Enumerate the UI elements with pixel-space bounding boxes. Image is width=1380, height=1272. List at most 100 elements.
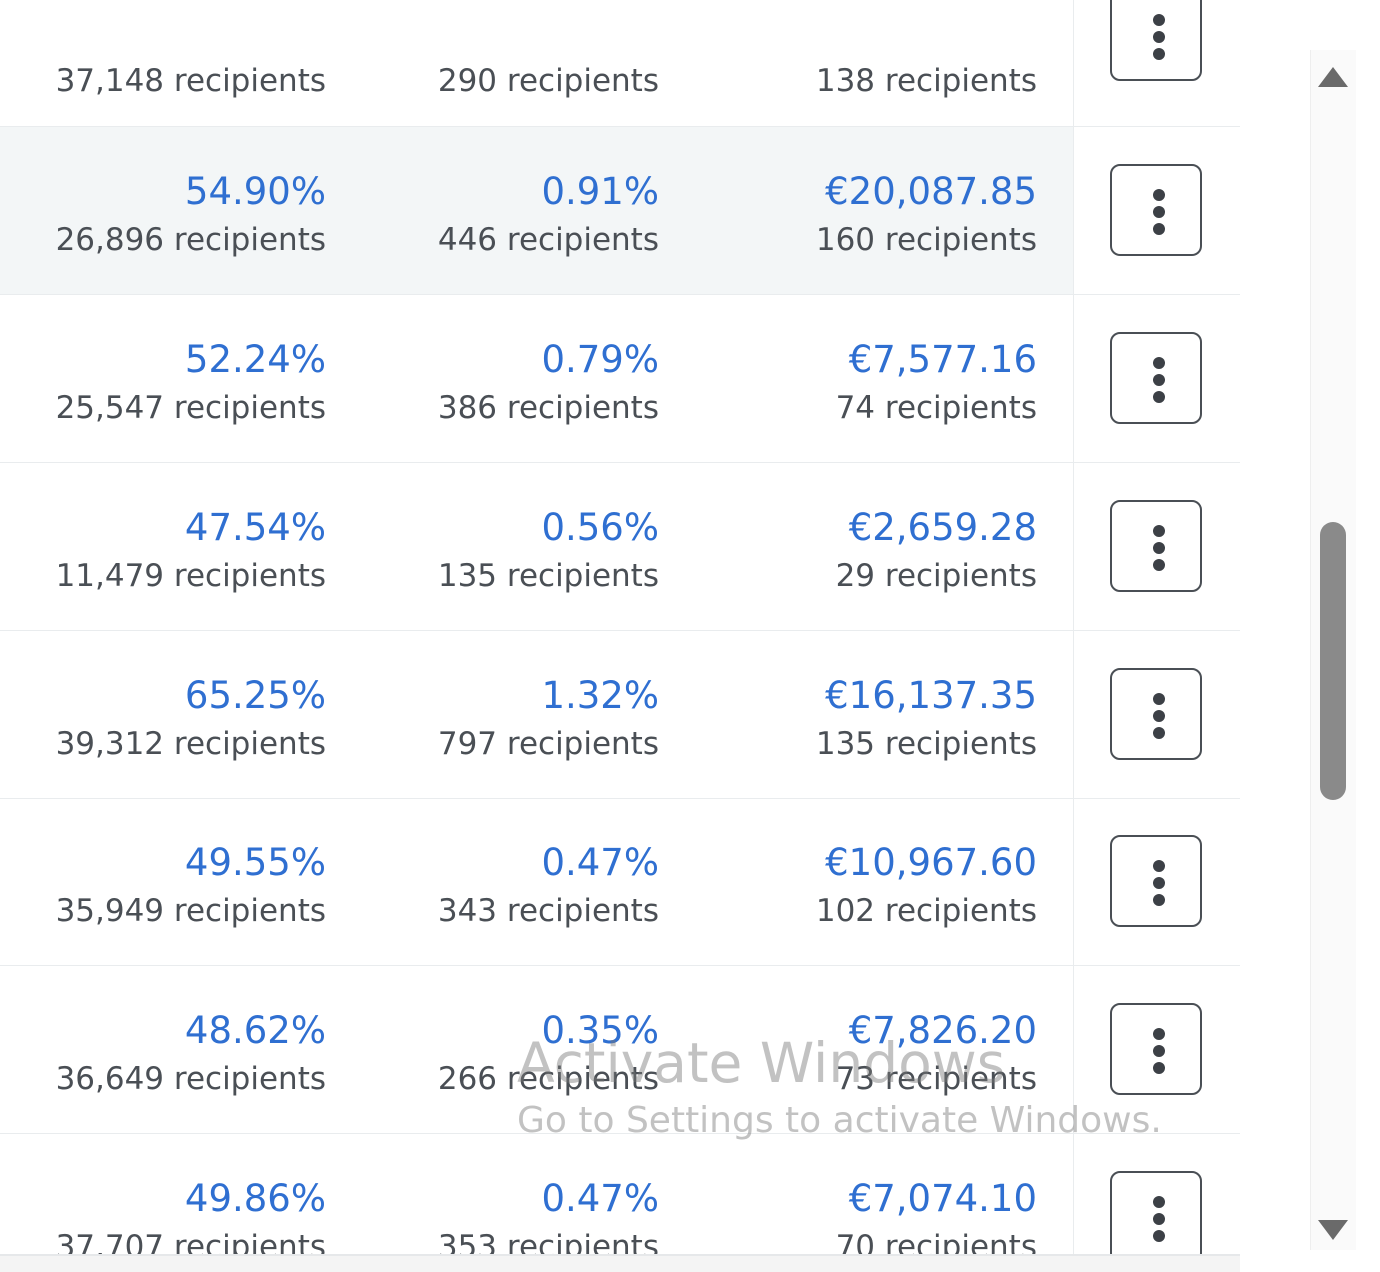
row-actions-button[interactable] xyxy=(1110,668,1202,760)
vertical-scrollbar-thumb[interactable] xyxy=(1320,522,1346,800)
table-row: 37,148 recipients 290 recipients 138 rec… xyxy=(0,0,1240,127)
table-row[interactable]: 54.90% 26,896 recipients 0.91% 446 recip… xyxy=(0,127,1240,295)
open-rate-cell: 54.90% 26,896 recipients xyxy=(55,170,326,259)
revenue-cell: €7,826.20 73 recipients xyxy=(835,1009,1037,1098)
clicked-recipients: 446 recipients xyxy=(437,222,659,258)
click-rate-cell: 0.47% 343 recipients xyxy=(437,841,659,930)
click-rate-cell: 1.32% 797 recipients xyxy=(437,674,659,763)
opened-recipients: 37,707 recipients xyxy=(55,1229,326,1254)
row-actions-button[interactable] xyxy=(1110,835,1202,927)
open-rate-link[interactable]: 54.90% xyxy=(184,170,326,213)
table-row: 48.62% 36,649 recipients 0.35% 266 recip… xyxy=(0,966,1240,1134)
click-rate-cell: 0.35% 266 recipients xyxy=(437,1009,659,1098)
open-rate-cell: 49.86% 37,707 recipients xyxy=(55,1177,326,1255)
click-rate-link[interactable]: 0.56% xyxy=(541,506,659,549)
scroll-up-arrow-icon[interactable] xyxy=(1318,67,1348,87)
table-row: 49.86% 37,707 recipients 0.47% 353 recip… xyxy=(0,1134,1240,1254)
row-actions-button[interactable] xyxy=(1110,1003,1202,1095)
revenue-cell: €10,967.60 102 recipients xyxy=(815,841,1037,930)
open-rate-link[interactable]: 48.62% xyxy=(184,1009,326,1052)
purchase-recipients: 102 recipients xyxy=(815,893,1037,929)
purchase-recipients: 29 recipients xyxy=(835,558,1037,594)
click-rate-cell: 0.79% 386 recipients xyxy=(437,338,659,427)
kebab-menu-icon xyxy=(1153,14,1165,60)
revenue-cell: €7,074.10 70 recipients xyxy=(835,1177,1037,1255)
click-rate-link[interactable]: 0.79% xyxy=(541,338,659,381)
opened-recipients: 25,547 recipients xyxy=(55,390,326,426)
kebab-menu-icon xyxy=(1153,1028,1165,1074)
table-row: 47.54% 11,479 recipients 0.56% 135 recip… xyxy=(0,463,1240,631)
click-rate-link[interactable]: 0.47% xyxy=(541,1177,659,1220)
campaign-stats-table: 37,148 recipients 290 recipients 138 rec… xyxy=(0,0,1240,1254)
revenue-link[interactable]: €10,967.60 xyxy=(825,841,1037,884)
kebab-menu-icon xyxy=(1153,525,1165,571)
purchase-recipients: 135 recipients xyxy=(815,726,1037,762)
revenue-cell: €20,087.85 160 recipients xyxy=(815,170,1037,259)
purchase-recipients: 70 recipients xyxy=(835,1229,1037,1254)
opened-recipients: 36,649 recipients xyxy=(55,1061,326,1097)
row-actions-button[interactable] xyxy=(1110,500,1202,592)
click-rate-link[interactable]: 1.32% xyxy=(541,674,659,717)
opened-recipients: 11,479 recipients xyxy=(55,558,326,594)
click-rate-cell: 0.47% 353 recipients xyxy=(437,1177,659,1255)
row-actions-button[interactable] xyxy=(1110,0,1202,81)
clicked-recipients: 797 recipients xyxy=(437,726,659,762)
purchase-recipients: 138 recipients xyxy=(815,63,1037,99)
open-rate-cell: 49.55% 35,949 recipients xyxy=(55,841,326,930)
click-rate-cell: 290 recipients xyxy=(438,53,659,99)
clicked-recipients: 386 recipients xyxy=(437,390,659,426)
open-rate-link[interactable]: 47.54% xyxy=(184,506,326,549)
revenue-link[interactable]: €7,074.10 xyxy=(848,1177,1037,1220)
purchase-recipients: 73 recipients xyxy=(835,1061,1037,1097)
kebab-menu-icon xyxy=(1153,189,1165,235)
kebab-menu-icon xyxy=(1153,860,1165,906)
column-divider xyxy=(1073,0,1074,1254)
table-bottom-border xyxy=(0,1254,1240,1256)
table-row: 65.25% 39,312 recipients 1.32% 797 recip… xyxy=(0,631,1240,799)
click-rate-link[interactable]: 0.91% xyxy=(541,170,659,213)
open-rate-cell: 37,148 recipients xyxy=(56,53,326,99)
revenue-cell: 138 recipients xyxy=(816,53,1037,99)
revenue-link[interactable]: €2,659.28 xyxy=(848,506,1037,549)
table-row: 49.55% 35,949 recipients 0.47% 343 recip… xyxy=(0,798,1240,966)
opened-recipients: 39,312 recipients xyxy=(55,726,326,762)
revenue-cell: €2,659.28 29 recipients xyxy=(835,506,1037,595)
revenue-cell: €7,577.16 74 recipients xyxy=(835,338,1037,427)
row-actions-button[interactable] xyxy=(1110,332,1202,424)
clicked-recipients: 135 recipients xyxy=(437,558,659,594)
clicked-recipients: 343 recipients xyxy=(437,893,659,929)
horizontal-scroll-area xyxy=(0,1256,1380,1272)
clicked-recipients: 290 recipients xyxy=(437,63,659,99)
opened-recipients: 35,949 recipients xyxy=(55,893,326,929)
open-rate-link[interactable]: 49.55% xyxy=(184,841,326,884)
row-actions-button[interactable] xyxy=(1110,164,1202,256)
click-rate-link[interactable]: 0.35% xyxy=(541,1009,659,1052)
purchase-recipients: 160 recipients xyxy=(815,222,1037,258)
revenue-link[interactable]: €20,087.85 xyxy=(825,170,1037,213)
clicked-recipients: 266 recipients xyxy=(437,1061,659,1097)
revenue-link[interactable]: €7,577.16 xyxy=(848,338,1037,381)
table-row: 52.24% 25,547 recipients 0.79% 386 recip… xyxy=(0,295,1240,463)
revenue-cell: €16,137.35 135 recipients xyxy=(815,674,1037,763)
open-rate-cell: 48.62% 36,649 recipients xyxy=(55,1009,326,1098)
revenue-link[interactable]: €7,826.20 xyxy=(848,1009,1037,1052)
kebab-menu-icon xyxy=(1153,357,1165,403)
opened-recipients: 37,148 recipients xyxy=(55,63,326,99)
open-rate-link[interactable]: 65.25% xyxy=(184,674,326,717)
kebab-menu-icon xyxy=(1153,693,1165,739)
open-rate-cell: 47.54% 11,479 recipients xyxy=(55,506,326,595)
click-rate-cell: 0.91% 446 recipients xyxy=(437,170,659,259)
opened-recipients: 26,896 recipients xyxy=(55,222,326,258)
kebab-menu-icon xyxy=(1153,1196,1165,1242)
purchase-recipients: 74 recipients xyxy=(835,390,1037,426)
clicked-recipients: 353 recipients xyxy=(437,1229,659,1254)
open-rate-link[interactable]: 49.86% xyxy=(184,1177,326,1220)
row-actions-button[interactable] xyxy=(1110,1171,1202,1254)
click-rate-link[interactable]: 0.47% xyxy=(541,841,659,884)
open-rate-cell: 65.25% 39,312 recipients xyxy=(55,674,326,763)
open-rate-cell: 52.24% 25,547 recipients xyxy=(55,338,326,427)
revenue-link[interactable]: €16,137.35 xyxy=(825,674,1037,717)
scroll-down-arrow-icon[interactable] xyxy=(1318,1220,1348,1240)
open-rate-link[interactable]: 52.24% xyxy=(184,338,326,381)
click-rate-cell: 0.56% 135 recipients xyxy=(437,506,659,595)
